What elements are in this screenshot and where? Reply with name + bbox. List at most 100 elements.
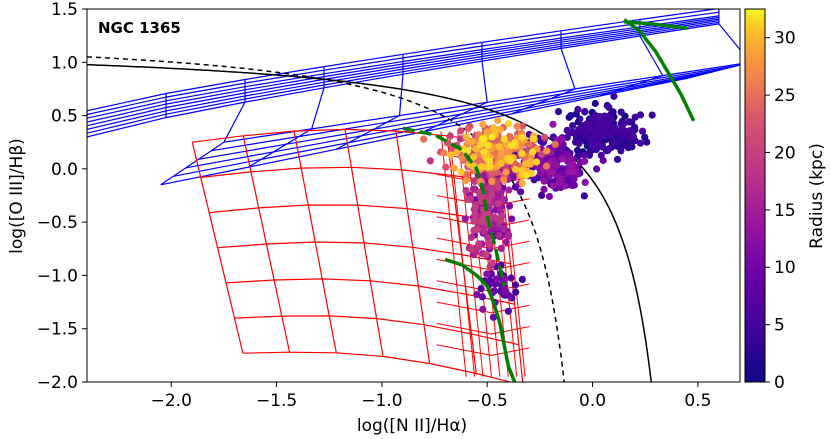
scatter-point [589,140,598,148]
scatter-point [511,165,520,174]
scatter-point [500,225,508,233]
scatter-point [486,239,494,247]
scatter-point [613,155,622,163]
scatter-point [569,168,577,176]
scatter-point [619,131,627,139]
scatter-point [479,305,487,313]
colorbar-tick-label: 20 [774,143,796,163]
mixing-track [402,126,506,287]
scatter-point [480,148,488,156]
scatter-point [518,133,526,141]
scatter-point [549,120,557,128]
scatter-point [518,275,527,283]
y-axis: −2.0 −1.5 −1.0 −0.5 0.0 0.5 1.0 1.5 [37,0,87,393]
scatter-point [617,108,625,116]
scatter-point [495,231,503,240]
scatter-point [486,163,494,171]
scatter-point [626,127,634,135]
scatter-point [518,149,526,158]
scatter-point [543,147,551,155]
scatter-point [545,192,554,201]
scatter-point [464,195,472,203]
x-axis-label: log([N II]/Hα) [357,416,467,436]
scatter-point [606,144,614,152]
scatter-point [508,215,516,223]
hii-grid-line [242,135,291,353]
scatter-point [542,162,551,170]
scatter-point [569,122,577,130]
scatter-point [497,244,505,252]
scatter-point [457,127,465,135]
scatter-point [477,285,485,293]
scatter-points [420,92,656,321]
scatter-point [488,177,496,186]
hii-grid-line [436,322,530,335]
hii-grid-line [293,130,337,353]
scatter-point [457,168,465,176]
hii-grid-line [191,142,244,354]
hii-grid-line [395,131,431,364]
scatter-point [440,149,448,157]
scatter-point [488,259,496,267]
scatter-point [513,122,521,130]
scatter-point [442,163,450,171]
model-tracks [402,18,696,382]
agn-track [623,18,696,122]
scatter-point [581,178,589,186]
scatter-point [522,160,530,168]
scatter-point [488,133,496,141]
scatter-point [586,124,594,132]
scatter-point [522,171,531,179]
scatter-point [450,164,458,172]
scatter-point [480,227,488,235]
scatter-point [529,148,537,156]
scatter-point [610,92,618,100]
hii-grid-line [436,301,530,314]
hii-track [444,257,517,382]
scatter-point [518,179,526,187]
scatter-point [505,186,513,194]
scatter-point [583,142,591,150]
scatter-point [484,234,492,242]
agn-grid-line [599,35,664,97]
scatter-point [549,182,557,190]
y-tick-label: 0.5 [51,107,78,127]
scatter-point [566,161,575,169]
scatter-point [648,111,656,119]
colorbar-tick-label: 0 [774,373,785,393]
scatter-point [511,281,520,289]
scatter-point [551,140,559,148]
scatter-point [426,157,434,165]
scatter-point [462,186,470,195]
scatter-point [512,288,520,296]
scatter-point [605,103,613,111]
agn-grid-line [160,101,246,186]
scatter-point [601,114,609,122]
x-axis: −2.0 −1.5 −1.0 −0.5 0.0 0.5 [151,382,711,411]
scatter-point [462,177,470,185]
agn-top [623,20,688,30]
scatter-point [485,157,494,165]
x-tick-label: −1.0 [361,391,402,411]
scatter-point [590,114,598,122]
scatter-point [506,156,514,164]
plot-area [86,8,741,383]
scatter-point [471,177,479,185]
scatter-point [557,135,566,143]
scatter-point [518,166,526,174]
scatter-point [611,138,619,146]
y-axis-label: log([O III]/Hβ) [7,138,27,254]
scatter-point [631,113,639,121]
scatter-point [478,293,486,301]
scatter-point [643,138,651,146]
scatter-point [500,288,508,296]
scatter-point [494,200,502,208]
scatter-point [475,240,483,248]
y-tick-label: −1.0 [37,266,78,286]
agn-grid-line [248,87,325,168]
scatter-point [580,192,588,200]
colorbar-tick-label: 15 [774,201,796,221]
y-tick-label: −0.5 [37,213,78,233]
scatter-point [467,233,475,241]
agn-grid-line [511,48,576,115]
